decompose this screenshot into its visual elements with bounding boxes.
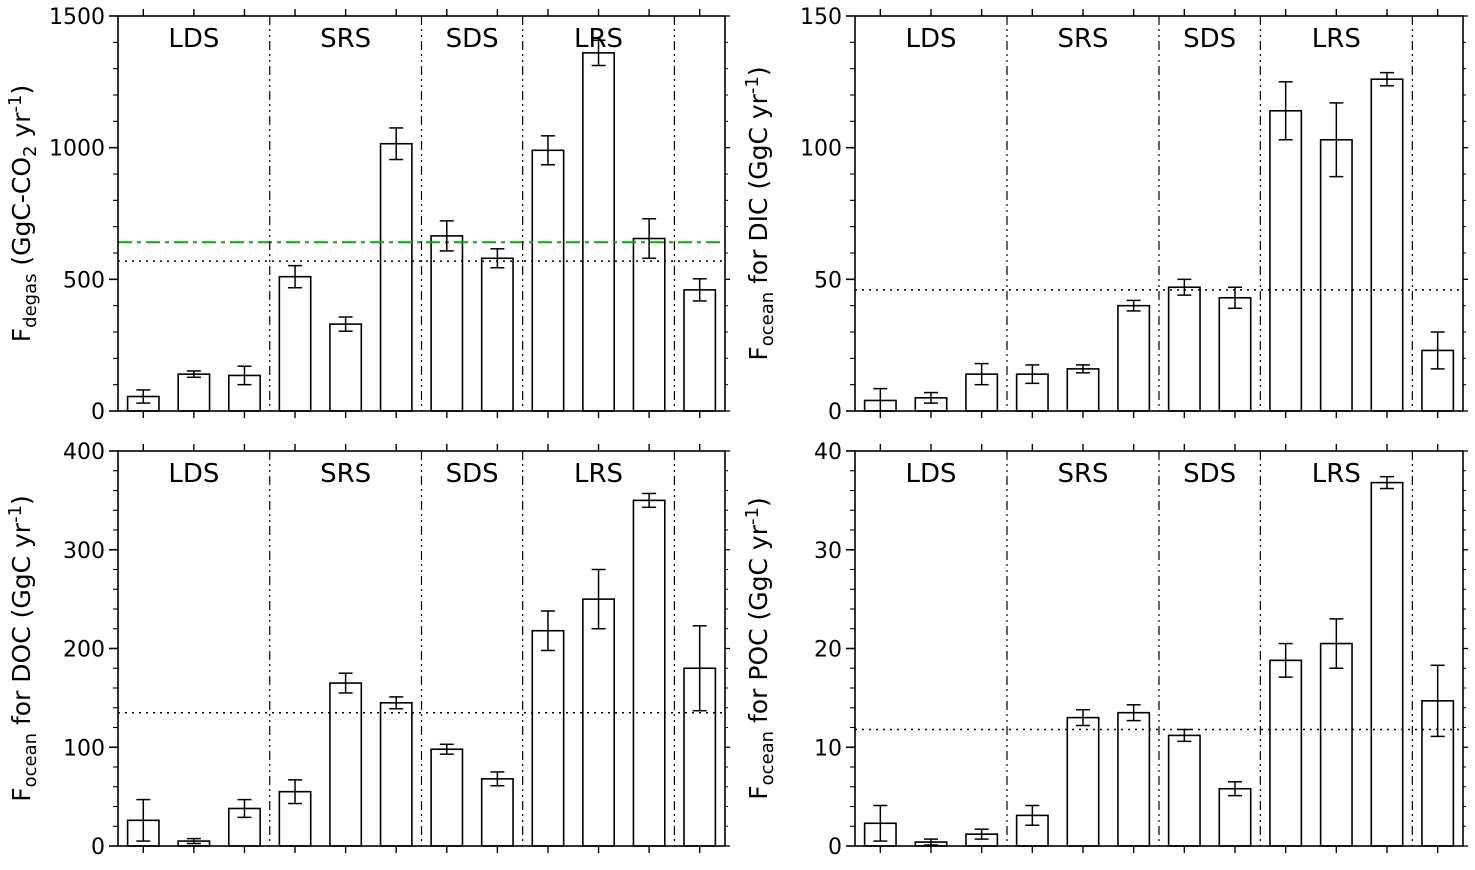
- group-label-lrs: LRS: [574, 459, 623, 489]
- bar: [1066, 368, 1100, 412]
- degas-bar-chart: LDS SRS SDS LRS 0 500 1000 1500 Fdegas (GgC-CO2 …: [5, 5, 730, 425]
- bar: [430, 748, 464, 847]
- bar: [1117, 711, 1151, 847]
- bar: [1218, 787, 1252, 847]
- y-tick-label: 20: [814, 638, 842, 663]
- y-tick-label: 1000: [49, 137, 105, 162]
- bar: [480, 257, 514, 412]
- bar: [582, 598, 616, 847]
- y-tick-label: 400: [63, 440, 105, 465]
- y-tick-label: 150: [800, 5, 842, 30]
- bar: [531, 629, 565, 847]
- bar: [177, 373, 211, 412]
- group-label-sds: SDS: [1183, 459, 1236, 489]
- group-label-lrs: LRS: [574, 24, 623, 54]
- group-label-srs: SRS: [320, 459, 371, 489]
- y-tick-label: 200: [63, 638, 105, 663]
- bar: [632, 499, 666, 847]
- bar: [1167, 734, 1201, 847]
- y-tick-label: 50: [814, 268, 842, 293]
- chart-panel-poc: LDS SRS SDS LRS 0 10 20 30 40 Focean for POC (GgC…: [737, 435, 1475, 870]
- bar: [329, 682, 363, 847]
- y-tick-label: 1500: [49, 5, 105, 30]
- bar: [278, 275, 312, 412]
- group-label-lrs: LRS: [1312, 24, 1361, 54]
- group-label-srs: SRS: [1057, 459, 1108, 489]
- y-tick-label: 0: [91, 400, 105, 425]
- bar: [1269, 659, 1303, 847]
- bar: [379, 142, 413, 412]
- y-axis-title: Fdegas (GgC-CO2 yr-1): [5, 85, 41, 343]
- bar: [632, 237, 666, 412]
- y-axis-title: Focean for DOC (GgC yr-1): [5, 495, 41, 802]
- group-label-lrs: LRS: [1312, 459, 1361, 489]
- plot-frame: [854, 15, 1464, 412]
- group-label-lds: LDS: [168, 459, 219, 489]
- group-label-lds: LDS: [905, 24, 956, 54]
- group-label-lds: LDS: [168, 24, 219, 54]
- plot-frame: [117, 15, 726, 412]
- y-tick-label: 40: [814, 440, 842, 465]
- y-tick-label: 30: [814, 539, 842, 564]
- bar: [430, 235, 464, 412]
- dic-bar-chart: LDS SRS SDS LRS 0 50 100 150 Focean for DIC (GgC…: [742, 5, 1468, 425]
- bar: [1117, 304, 1151, 412]
- poc-bar-chart: LDS SRS SDS LRS 0 10 20 30 40 Focean for POC (GgC…: [742, 440, 1468, 860]
- bar: [1319, 138, 1353, 412]
- y-tick-label: 0: [91, 835, 105, 860]
- y-axis-title: Focean for POC (GgC yr-1): [742, 497, 778, 799]
- bar: [480, 778, 514, 847]
- y-axis-title: Focean for DIC (GgC yr-1): [742, 66, 778, 360]
- bar: [582, 52, 616, 412]
- y-tick-label: 100: [800, 137, 842, 162]
- group-label-sds: SDS: [446, 24, 499, 54]
- bar: [1370, 481, 1404, 847]
- y-tick-label: 100: [63, 736, 105, 761]
- group-label-sds: SDS: [1183, 24, 1236, 54]
- bar: [1370, 78, 1404, 412]
- group-label-srs: SRS: [1057, 24, 1108, 54]
- chart-panel-doc: LDS SRS SDS LRS 0 100 200 300 400 Focean for DOC …: [0, 435, 737, 870]
- y-tick-label: 0: [828, 400, 842, 425]
- bar: [1319, 642, 1353, 847]
- bar: [531, 149, 565, 412]
- chart-panel-degas: LDS SRS SDS LRS 0 500 1000 1500 Fdegas (GgC-CO2 …: [0, 0, 737, 435]
- bar: [1269, 110, 1303, 412]
- bar: [379, 702, 413, 847]
- bar: [683, 289, 717, 412]
- group-label-srs: SRS: [320, 24, 371, 54]
- y-tick-label: 10: [814, 736, 842, 761]
- bar: [1167, 286, 1201, 412]
- y-tick-label: 0: [828, 835, 842, 860]
- bar: [329, 323, 363, 412]
- bar: [1218, 296, 1252, 412]
- chart-panel-dic: LDS SRS SDS LRS 0 50 100 150 Focean for DIC (GgC…: [737, 0, 1475, 435]
- group-label-sds: SDS: [446, 459, 499, 489]
- group-label-lds: LDS: [905, 459, 956, 489]
- bar: [1066, 716, 1100, 847]
- y-tick-label: 500: [63, 268, 105, 293]
- y-tick-label: 300: [63, 539, 105, 564]
- doc-bar-chart: LDS SRS SDS LRS 0 100 200 300 400 Focean for DOC …: [5, 440, 730, 860]
